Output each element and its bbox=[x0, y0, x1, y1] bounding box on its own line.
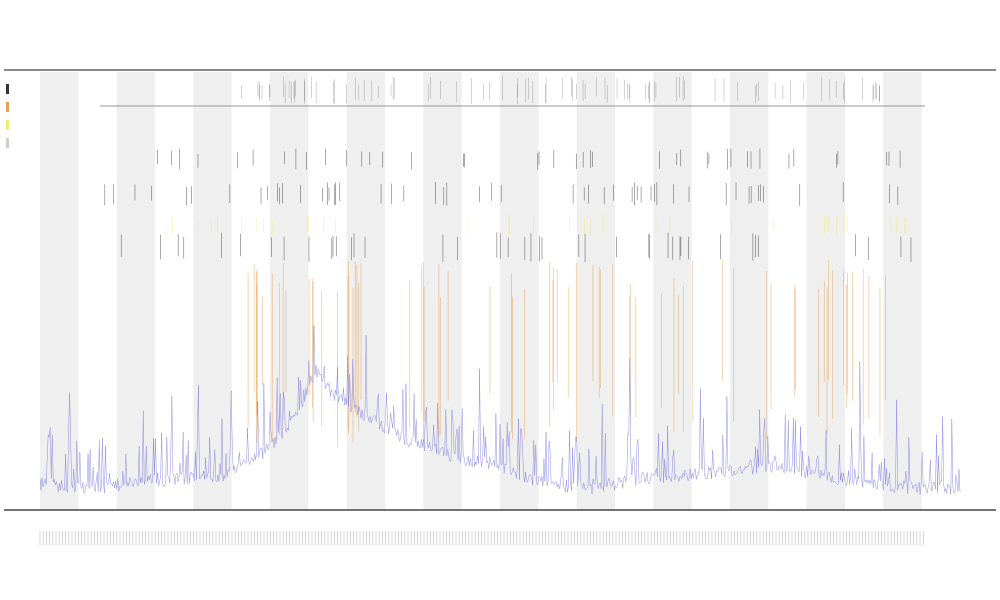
band bbox=[346, 72, 385, 510]
band bbox=[116, 72, 155, 510]
band bbox=[193, 72, 232, 510]
series-line bbox=[39, 325, 961, 495]
background-bands bbox=[40, 72, 922, 510]
band bbox=[576, 72, 615, 510]
trace-layer bbox=[39, 325, 961, 495]
band bbox=[40, 72, 79, 510]
band bbox=[883, 72, 922, 510]
legend-swatch bbox=[6, 138, 9, 148]
x-tick-labels bbox=[39, 531, 924, 545]
band bbox=[730, 72, 769, 510]
peak-marks bbox=[104, 76, 912, 447]
axes bbox=[4, 69, 996, 511]
band bbox=[653, 72, 692, 510]
legend-swatch bbox=[6, 102, 9, 112]
legend-swatch bbox=[6, 84, 9, 94]
band bbox=[270, 72, 309, 510]
band bbox=[423, 72, 462, 510]
legend bbox=[6, 84, 9, 148]
band bbox=[500, 72, 539, 510]
legend-swatch bbox=[6, 120, 9, 130]
